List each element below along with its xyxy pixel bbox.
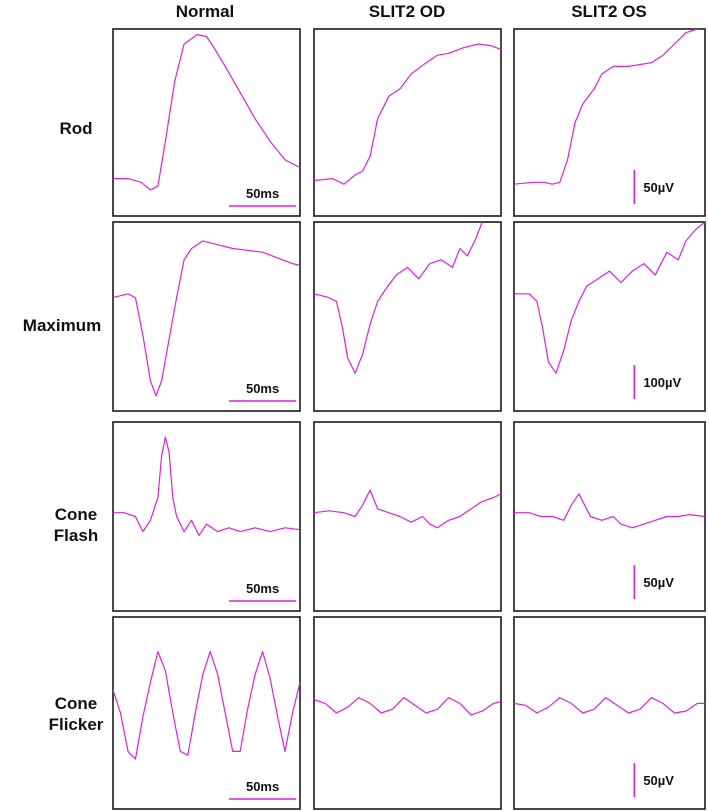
trace-cone-flash-normal <box>113 436 300 537</box>
panel-cone-flicker-slit2-os: 50µV <box>513 616 706 810</box>
row-label-rod: Rod <box>59 119 92 138</box>
trace-cone-flicker-normal <box>113 650 300 760</box>
trace-rod-slit2-od <box>314 43 501 185</box>
panel-cone-flicker-normal: 50ms <box>112 616 301 810</box>
row-label-maximum: Maximum <box>23 316 101 335</box>
row-label-cone-flicker-line1: Cone <box>55 694 98 713</box>
trace-maximum-slit2-od <box>314 222 483 374</box>
panel-frame <box>513 221 706 412</box>
column-labels: Normal SLIT2 OD SLIT2 OS <box>176 2 647 21</box>
row-label-cone-flash-line2: Flash <box>54 526 98 545</box>
panel-maximum-slit2-os: 100µV <box>513 221 706 412</box>
time-scale-label: 50ms <box>246 779 279 794</box>
trace-cone-flicker-slit2-os <box>514 696 705 714</box>
panel-cone-flash-slit2-od <box>313 421 502 612</box>
panel-frame <box>513 28 706 217</box>
panel-frame <box>513 616 706 810</box>
trace-rod-normal <box>113 33 300 191</box>
panel-frame <box>313 421 502 612</box>
panel-rod-slit2-od <box>313 28 502 217</box>
panel-frame <box>112 421 301 612</box>
panel-cone-flicker-slit2-od <box>313 616 502 810</box>
panel-rod-slit2-os: 50µV <box>513 28 706 217</box>
row-label-cone-flash-line1: Cone <box>55 505 98 524</box>
time-scale-label: 50ms <box>246 186 279 201</box>
row-labels: Rod Maximum Cone Flash Cone Flicker <box>23 119 104 734</box>
panel-frame <box>313 221 502 412</box>
panel-maximum-slit2-od <box>313 221 502 412</box>
column-label-slit2-od: SLIT2 OD <box>369 2 446 21</box>
time-scale-label: 50ms <box>246 381 279 396</box>
panel-cone-flash-slit2-os: 50µV <box>513 421 706 612</box>
amplitude-scale-label: 50µV <box>643 180 674 195</box>
trace-cone-flash-slit2-od <box>314 489 501 529</box>
panel-grid: 50ms 50µV 50ms 100µV 50ms 50µV 50ms 50µV <box>112 28 706 810</box>
panel-frame <box>313 616 502 810</box>
trace-cone-flash-slit2-os <box>514 493 705 529</box>
panel-frame <box>313 28 502 217</box>
panel-frame <box>112 221 301 412</box>
panel-maximum-normal: 50ms <box>112 221 301 412</box>
trace-maximum-normal <box>113 240 300 397</box>
trace-cone-flicker-slit2-od <box>314 696 501 716</box>
time-scale-label: 50ms <box>246 581 279 596</box>
column-label-normal: Normal <box>176 2 235 21</box>
row-label-cone-flicker-line2: Flicker <box>49 715 104 734</box>
panel-cone-flash-normal: 50ms <box>112 421 301 612</box>
panel-rod-normal: 50ms <box>112 28 301 217</box>
amplitude-scale-label: 50µV <box>643 773 674 788</box>
column-label-slit2-os: SLIT2 OS <box>571 2 647 21</box>
amplitude-scale-label: 100µV <box>643 375 681 390</box>
amplitude-scale-label: 50µV <box>643 575 674 590</box>
trace-maximum-slit2-os <box>514 222 705 374</box>
trace-rod-slit2-os <box>514 29 699 185</box>
